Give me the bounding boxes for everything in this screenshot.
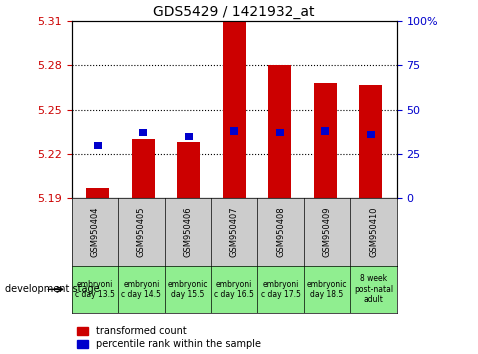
Text: 8 week
post-natal
adult: 8 week post-natal adult (354, 274, 393, 304)
Text: embryoni
c day 16.5: embryoni c day 16.5 (214, 280, 254, 299)
Bar (276, 129, 283, 136)
Bar (185, 133, 193, 140)
Title: GDS5429 / 1421932_at: GDS5429 / 1421932_at (153, 5, 315, 19)
Text: GSM950407: GSM950407 (230, 206, 239, 257)
Bar (177, 142, 200, 198)
Text: embryonic
day 15.5: embryonic day 15.5 (167, 280, 208, 299)
Bar (132, 139, 155, 198)
Bar (359, 85, 382, 198)
Bar (223, 21, 246, 198)
Text: embryoni
c day 13.5: embryoni c day 13.5 (75, 280, 115, 299)
Text: GSM950406: GSM950406 (183, 206, 192, 257)
Text: GSM950404: GSM950404 (90, 207, 99, 257)
Bar (87, 188, 109, 198)
Legend: transformed count, percentile rank within the sample: transformed count, percentile rank withi… (76, 326, 261, 349)
Text: GSM950405: GSM950405 (137, 207, 146, 257)
Text: GSM950408: GSM950408 (276, 206, 285, 257)
Bar (367, 131, 375, 138)
Bar (139, 129, 147, 136)
Text: embryoni
c day 17.5: embryoni c day 17.5 (261, 280, 301, 299)
Bar (230, 127, 238, 135)
Bar (94, 142, 102, 149)
Bar (268, 65, 291, 198)
Text: embryonic
day 18.5: embryonic day 18.5 (307, 280, 348, 299)
Bar (321, 127, 329, 135)
Text: development stage: development stage (5, 284, 99, 295)
Text: GSM950410: GSM950410 (369, 207, 378, 257)
Text: embryoni
c day 14.5: embryoni c day 14.5 (121, 280, 161, 299)
Text: GSM950409: GSM950409 (323, 207, 332, 257)
Bar (314, 83, 337, 198)
